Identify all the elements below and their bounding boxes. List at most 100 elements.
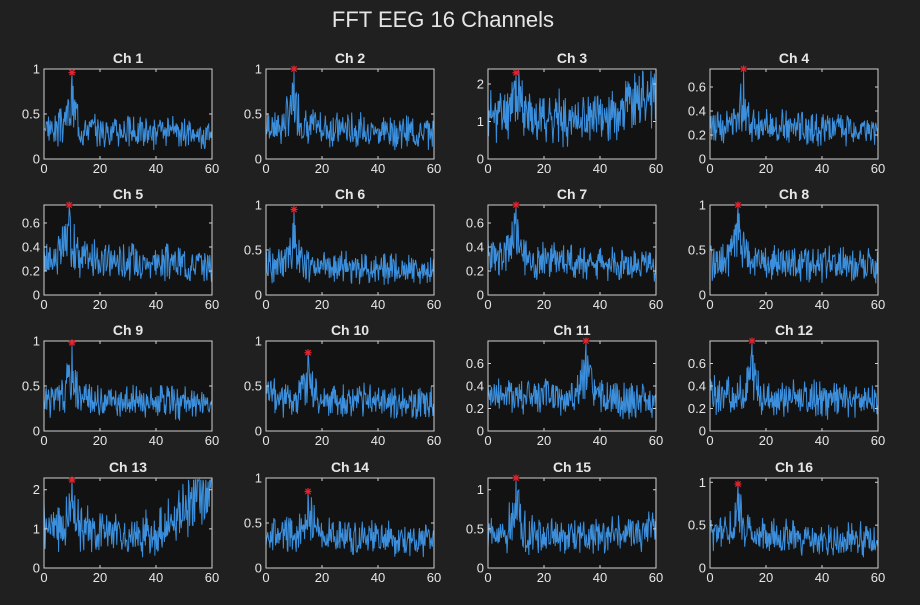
y-tick-label: 1 bbox=[33, 521, 40, 536]
spectrum-line bbox=[265, 491, 435, 558]
subplot-ch-8: 0 20 40 60 0 0.5 1 Ch 8 bbox=[688, 186, 885, 312]
x-tick-label: 40 bbox=[815, 161, 829, 176]
x-tick-label: 60 bbox=[871, 433, 885, 448]
x-tick-label: 60 bbox=[871, 161, 885, 176]
x-tick-label: 0 bbox=[484, 433, 491, 448]
subplot-ch-16: 0 20 40 60 0 0.5 1 Ch 16 bbox=[688, 459, 885, 585]
x-tick-label: 60 bbox=[205, 297, 219, 312]
x-tick-label: 20 bbox=[93, 297, 107, 312]
x-tick-label: 60 bbox=[871, 297, 885, 312]
x-tick-label: 40 bbox=[593, 433, 607, 448]
peak-marker bbox=[512, 201, 520, 209]
y-tick-label: 0 bbox=[33, 288, 40, 303]
subplot-ch-7: 0 20 40 60 0 0.2 0.4 0.6 Ch 7 bbox=[466, 186, 663, 312]
y-tick-label: 0 bbox=[255, 288, 262, 303]
peak-marker bbox=[68, 69, 76, 77]
subplot-title: Ch 9 bbox=[113, 322, 144, 338]
spectrum-line bbox=[43, 206, 213, 282]
axes-background bbox=[266, 341, 434, 431]
subplot-ch-1: 0 20 40 60 0 0.5 1 Ch 1 bbox=[22, 50, 219, 176]
y-tick-label: 0.2 bbox=[688, 401, 706, 416]
y-tick-label: 0 bbox=[255, 561, 262, 576]
subplot-title: Ch 11 bbox=[553, 322, 591, 338]
y-tick-label: 0.6 bbox=[688, 356, 706, 371]
x-tick-label: 60 bbox=[649, 433, 663, 448]
x-tick-label: 40 bbox=[149, 297, 163, 312]
x-tick-label: 20 bbox=[93, 433, 107, 448]
axes-frame bbox=[487, 477, 657, 569]
spectrum-line bbox=[709, 70, 879, 147]
peak-marker bbox=[740, 65, 748, 73]
peak-marker-stroke bbox=[290, 65, 298, 73]
y-tick-label: 1 bbox=[699, 475, 706, 490]
y-tick-label: 0 bbox=[699, 561, 706, 576]
x-tick-label: 20 bbox=[537, 433, 551, 448]
axes-frame bbox=[709, 68, 879, 160]
y-tick-label: 0 bbox=[477, 424, 484, 439]
y-tick-label: 1 bbox=[255, 471, 262, 486]
x-tick-label: 60 bbox=[649, 161, 663, 176]
y-tick-label: 1 bbox=[255, 62, 262, 77]
x-tick-label: 20 bbox=[537, 570, 551, 585]
y-tick-label: 0 bbox=[477, 561, 484, 576]
x-tick-label: 40 bbox=[371, 297, 385, 312]
x-tick-label: 60 bbox=[427, 433, 441, 448]
x-tick-label: 60 bbox=[649, 297, 663, 312]
y-tick-label: 0.5 bbox=[244, 243, 262, 258]
x-tick-label: 0 bbox=[706, 161, 713, 176]
x-tick-label: 20 bbox=[759, 570, 773, 585]
x-tick-label: 40 bbox=[815, 570, 829, 585]
y-tick-label: 2 bbox=[33, 482, 40, 497]
x-tick-label: 20 bbox=[315, 570, 329, 585]
subplot-title: Ch 3 bbox=[557, 50, 588, 66]
y-tick-label: 1 bbox=[255, 198, 262, 213]
subplot-title: Ch 13 bbox=[109, 459, 147, 475]
axes-frame bbox=[487, 68, 657, 160]
x-tick-label: 20 bbox=[759, 433, 773, 448]
axes-frame bbox=[709, 477, 879, 569]
subplot-title: Ch 6 bbox=[335, 186, 366, 202]
x-tick-label: 0 bbox=[706, 570, 713, 585]
peak-marker bbox=[304, 349, 312, 357]
y-tick-label: 0.5 bbox=[688, 518, 706, 533]
y-tick-label: 0 bbox=[699, 424, 706, 439]
x-tick-label: 40 bbox=[593, 297, 607, 312]
peak-marker-stroke bbox=[68, 476, 76, 484]
x-tick-label: 20 bbox=[93, 570, 107, 585]
x-tick-label: 0 bbox=[706, 297, 713, 312]
axes-background bbox=[44, 478, 212, 568]
y-tick-label: 0.4 bbox=[22, 240, 40, 255]
x-tick-label: 0 bbox=[262, 161, 269, 176]
y-tick-label: 0 bbox=[255, 152, 262, 167]
x-tick-label: 0 bbox=[262, 297, 269, 312]
y-tick-label: 0.6 bbox=[466, 216, 484, 231]
x-tick-label: 0 bbox=[706, 433, 713, 448]
peak-marker-stroke bbox=[304, 488, 312, 495]
y-tick-label: 0 bbox=[33, 424, 40, 439]
x-tick-label: 20 bbox=[315, 161, 329, 176]
y-tick-label: 0.6 bbox=[688, 80, 706, 95]
axes-background bbox=[266, 205, 434, 295]
subplot-title: Ch 5 bbox=[113, 186, 144, 202]
x-tick-label: 20 bbox=[759, 297, 773, 312]
subplot-title: Ch 12 bbox=[775, 322, 813, 338]
x-tick-label: 20 bbox=[315, 297, 329, 312]
x-tick-label: 40 bbox=[593, 570, 607, 585]
peak-marker bbox=[734, 201, 742, 209]
spectrum-line bbox=[265, 352, 435, 419]
y-tick-label: 1 bbox=[699, 198, 706, 213]
x-tick-label: 0 bbox=[40, 570, 47, 585]
axes-frame bbox=[43, 477, 213, 569]
y-tick-label: 2 bbox=[477, 77, 484, 92]
peak-marker bbox=[734, 480, 742, 488]
subplot-ch-6: 0 20 40 60 0 0.5 1 Ch 6 bbox=[244, 186, 441, 312]
peak-marker-stroke bbox=[512, 474, 520, 482]
peak-marker-stroke bbox=[68, 339, 76, 346]
y-tick-label: 0.5 bbox=[244, 516, 262, 531]
y-tick-label: 0.5 bbox=[22, 107, 40, 122]
x-tick-label: 20 bbox=[759, 161, 773, 176]
y-tick-label: 0 bbox=[255, 424, 262, 439]
peak-marker bbox=[68, 339, 76, 347]
y-tick-label: 0.2 bbox=[22, 264, 40, 279]
peak-marker-stroke bbox=[740, 65, 747, 73]
